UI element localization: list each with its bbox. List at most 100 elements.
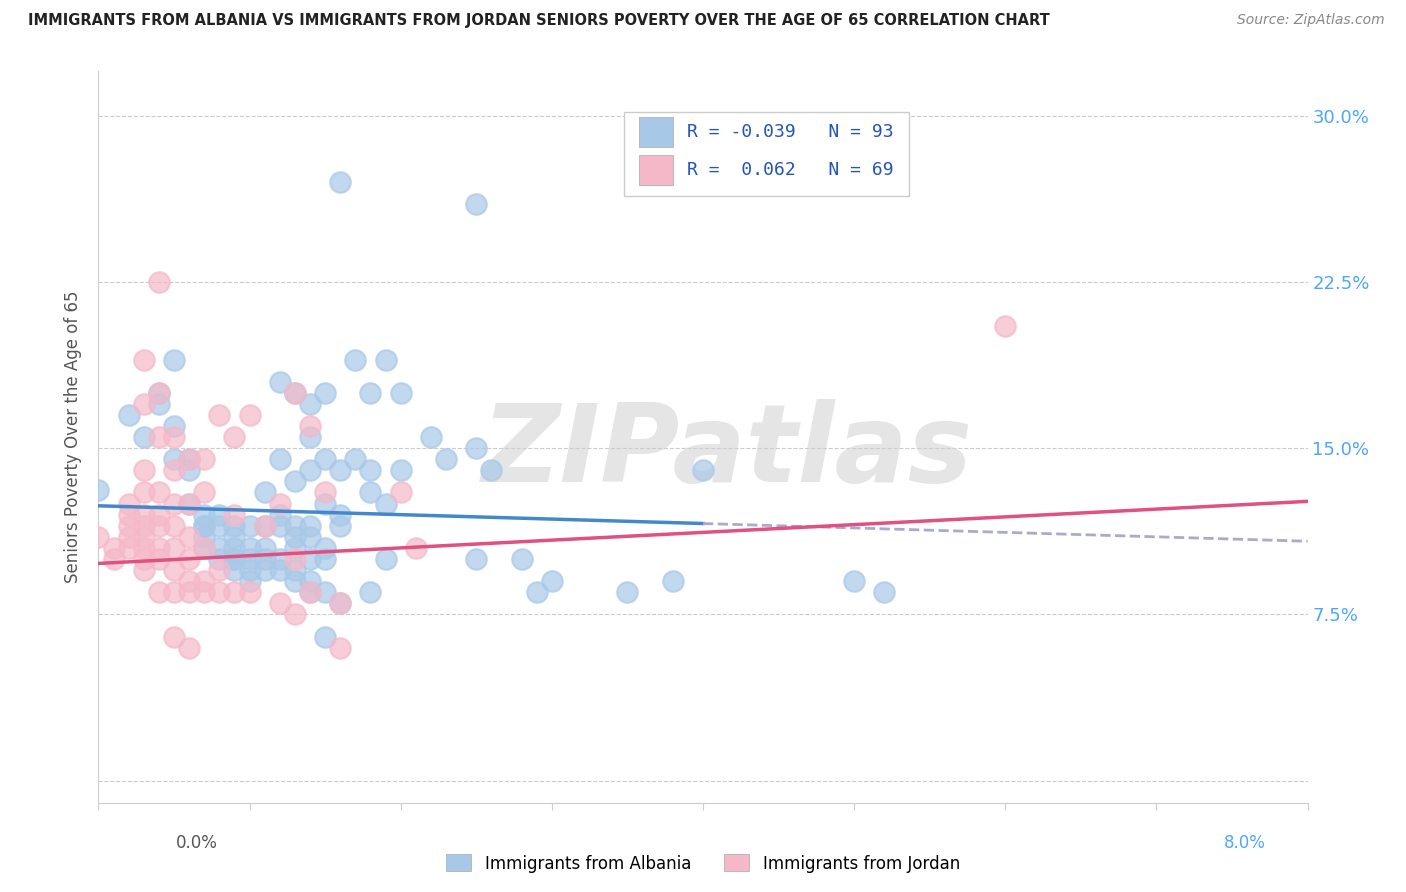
Point (208, 552, 231, 566)
Point (193, 518, 215, 533)
Point (224, 552, 246, 566)
Point (269, 508, 291, 522)
Text: ZIPatlas: ZIPatlas (482, 399, 973, 505)
Point (163, 430, 186, 444)
Point (269, 375, 291, 389)
Point (299, 552, 322, 566)
Point (208, 563, 231, 577)
Point (314, 630, 336, 644)
Point (284, 518, 307, 533)
Point (360, 463, 382, 477)
Point (179, 640, 201, 655)
Point (434, 452, 457, 467)
Point (239, 585, 262, 599)
Point (526, 585, 548, 599)
Point (193, 541, 215, 555)
Point (132, 541, 155, 555)
Point (360, 585, 382, 599)
Point (314, 452, 336, 467)
Point (873, 585, 896, 599)
Point (132, 552, 155, 566)
Point (179, 463, 201, 477)
Point (148, 275, 170, 289)
Text: R = -0.039   N = 93: R = -0.039 N = 93 (688, 123, 894, 141)
Point (87, 483, 110, 498)
Point (193, 485, 215, 500)
Point (420, 430, 443, 444)
Point (284, 541, 307, 555)
Point (132, 485, 155, 500)
Point (269, 452, 291, 467)
Text: R =  0.062   N = 69: R = 0.062 N = 69 (688, 161, 894, 179)
Point (269, 596, 291, 610)
Point (374, 352, 396, 367)
Point (118, 530, 141, 544)
Point (239, 541, 262, 555)
Point (179, 497, 201, 511)
Point (163, 419, 186, 434)
Point (239, 563, 262, 577)
Point (284, 552, 307, 566)
Point (299, 585, 322, 599)
Point (389, 385, 412, 400)
Point (208, 518, 231, 533)
Point (253, 518, 276, 533)
Point (179, 530, 201, 544)
Point (284, 607, 307, 622)
Point (284, 563, 307, 577)
Point (314, 485, 336, 500)
Y-axis label: Seniors Poverty Over the Age of 65: Seniors Poverty Over the Age of 65 (65, 291, 83, 583)
Point (148, 485, 170, 500)
Point (163, 563, 186, 577)
Point (284, 530, 307, 544)
Bar (638, 154, 673, 186)
Point (405, 541, 427, 555)
Point (148, 518, 170, 533)
Point (314, 541, 336, 555)
Point (329, 508, 352, 522)
Point (132, 430, 155, 444)
Point (193, 574, 215, 589)
Point (224, 552, 246, 566)
Point (208, 541, 231, 555)
Point (465, 552, 488, 566)
Point (148, 552, 170, 566)
Point (314, 385, 336, 400)
Point (269, 518, 291, 533)
Point (299, 430, 322, 444)
Point (314, 497, 336, 511)
Point (163, 463, 186, 477)
Legend: Immigrants from Albania, Immigrants from Jordan: Immigrants from Albania, Immigrants from… (440, 847, 966, 880)
Point (103, 552, 125, 566)
Point (510, 552, 533, 566)
Point (132, 530, 155, 544)
Point (284, 574, 307, 589)
Point (253, 485, 276, 500)
Point (299, 397, 322, 411)
Point (239, 408, 262, 422)
Point (148, 430, 170, 444)
Point (299, 530, 322, 544)
Point (148, 541, 170, 555)
Point (132, 563, 155, 577)
Point (118, 518, 141, 533)
Point (692, 463, 714, 477)
Point (224, 530, 246, 544)
Point (224, 518, 246, 533)
Point (299, 463, 322, 477)
Text: IMMIGRANTS FROM ALBANIA VS IMMIGRANTS FROM JORDAN SENIORS POVERTY OVER THE AGE O: IMMIGRANTS FROM ALBANIA VS IMMIGRANTS FR… (28, 13, 1050, 29)
Point (329, 640, 352, 655)
Text: Source: ZipAtlas.com: Source: ZipAtlas.com (1237, 13, 1385, 28)
Point (179, 585, 201, 599)
Point (374, 497, 396, 511)
Point (299, 585, 322, 599)
Point (344, 352, 367, 367)
Point (360, 485, 382, 500)
Point (224, 430, 246, 444)
Text: 0.0%: 0.0% (176, 834, 218, 852)
Point (360, 385, 382, 400)
Point (163, 585, 186, 599)
Point (253, 552, 276, 566)
Point (284, 475, 307, 489)
Point (253, 518, 276, 533)
